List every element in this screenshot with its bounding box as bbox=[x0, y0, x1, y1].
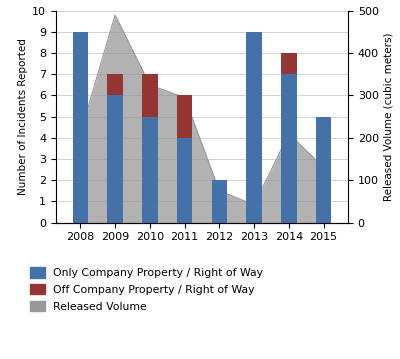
Bar bbox=[142, 117, 158, 223]
Y-axis label: Released Volume (cubic meters): Released Volume (cubic meters) bbox=[383, 32, 393, 201]
Bar bbox=[107, 95, 123, 223]
Bar bbox=[72, 32, 88, 223]
Bar bbox=[142, 74, 158, 117]
Bar bbox=[177, 138, 192, 223]
Bar bbox=[246, 32, 262, 223]
Y-axis label: Number of Incidents Reported: Number of Incidents Reported bbox=[18, 38, 28, 195]
Bar bbox=[316, 117, 332, 223]
Bar bbox=[281, 74, 297, 223]
Bar bbox=[107, 74, 123, 95]
Bar bbox=[212, 180, 227, 223]
Legend: Only Company Property / Right of Way, Off Company Property / Right of Way, Relea: Only Company Property / Right of Way, Of… bbox=[26, 264, 267, 315]
Bar bbox=[281, 53, 297, 74]
Bar bbox=[177, 95, 192, 138]
